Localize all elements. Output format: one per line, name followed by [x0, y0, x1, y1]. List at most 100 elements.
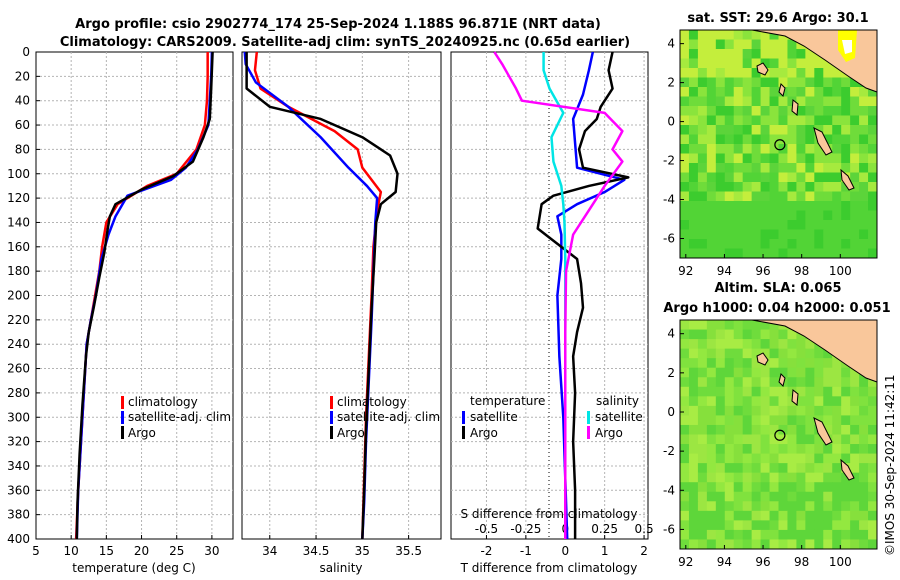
heatmap-cell: [796, 463, 806, 474]
heatmap-cell: [841, 529, 851, 540]
s-difference-label: S difference from climatology: [461, 507, 638, 521]
heatmap-cell: [850, 220, 860, 230]
heatmap-cell: [760, 125, 771, 135]
heatmap-cell: [814, 163, 824, 173]
heatmap-cell: [733, 339, 744, 350]
argo-position-marker: [774, 429, 786, 441]
heatmap-cell: [706, 106, 717, 116]
heatmap-cell: [688, 539, 699, 550]
heatmap-cell: [859, 520, 869, 531]
heatmap-cell: [760, 30, 771, 40]
heatmap-cell: [724, 68, 735, 78]
argo-position-marker: [774, 139, 786, 151]
heatmap-cell: [724, 405, 735, 416]
heatmap-cell: [724, 348, 735, 359]
heatmap-cell: [715, 96, 726, 107]
legend-t-argo: Argo: [470, 426, 498, 440]
heatmap-cell: [841, 482, 851, 493]
heatmap-cell: [751, 520, 762, 531]
heatmap-cell: [787, 77, 797, 88]
heatmap-cell: [769, 134, 779, 145]
heatmap-cell: [760, 463, 771, 474]
heatmap-cell: [688, 510, 699, 521]
heatmap-cell: [706, 405, 717, 416]
heatmap-cell: [796, 144, 806, 154]
heatmap-cell: [769, 453, 779, 464]
heatmap-cell: [787, 191, 797, 202]
heatmap-cell: [832, 377, 842, 388]
heatmap-cell: [760, 49, 771, 59]
heatmap-cell: [814, 172, 824, 183]
heatmap-cell: [814, 68, 824, 78]
heatmap-cell: [787, 348, 797, 359]
heatmap-cell: [715, 30, 726, 40]
heatmap-cell: [751, 58, 762, 69]
heatmap-cell: [680, 115, 690, 126]
heatmap-cell: [697, 87, 708, 97]
heatmap-cell: [760, 520, 771, 531]
heatmap-cell: [769, 115, 779, 126]
heatmap-cell: [751, 153, 762, 164]
heatmap-cell: [805, 49, 815, 59]
heatmap-cell: [769, 491, 779, 502]
salinity-grid: [242, 52, 441, 539]
heatmap-cell: [733, 367, 744, 378]
heatmap-cell: [868, 463, 878, 474]
depth-tick-label: 120: [7, 191, 30, 205]
heatmap-cell: [706, 510, 717, 521]
heatmap-cell: [742, 68, 753, 78]
heatmap-cell: [787, 58, 797, 69]
heatmap-cell: [715, 386, 726, 397]
depth-tick-label: 200: [7, 289, 30, 303]
legend-swatch-climatology: [330, 396, 333, 409]
heatmap-cell: [706, 358, 717, 369]
heatmap-cell: [706, 134, 717, 145]
heatmap-cell: [850, 201, 860, 211]
heatmap-cell: [805, 396, 815, 407]
heatmap-cell: [760, 191, 771, 202]
heatmap-cell: [796, 68, 806, 78]
heatmap-cell: [769, 125, 779, 135]
lat-tick-label: 0: [667, 405, 675, 419]
heatmap-cell: [832, 529, 842, 540]
heatmap-cell: [868, 529, 878, 540]
temperature-xlabel: temperature (deg C): [72, 561, 195, 575]
heatmap-cell: [769, 77, 779, 88]
heatmap-cell: [688, 144, 699, 154]
heatmap-cell: [715, 367, 726, 378]
heatmap-cell: [715, 491, 726, 502]
heatmap-cell: [868, 134, 878, 145]
heatmap-cell: [688, 405, 699, 416]
heatmap-cell: [787, 405, 797, 416]
heatmap-cell: [680, 529, 690, 540]
heatmap-cell: [778, 210, 788, 221]
heatmap-cell: [859, 144, 869, 154]
heatmap-cell: [742, 510, 753, 521]
heatmap-cell: [868, 191, 878, 202]
heatmap-cell: [688, 68, 699, 78]
heatmap-cell: [787, 144, 797, 154]
heatmap-cell: [769, 463, 779, 474]
heatmap-cell: [706, 482, 717, 493]
heatmap-cell: [742, 396, 753, 407]
heatmap-cell: [859, 201, 869, 211]
heatmap-cell: [841, 453, 851, 464]
heatmap-cell: [796, 358, 806, 369]
heatmap-cell: [859, 239, 869, 249]
heatmap-cell: [868, 424, 878, 435]
heatmap-cell: [823, 367, 833, 378]
x-tick-label: -1: [520, 544, 532, 558]
heatmap-cell: [680, 405, 690, 416]
heatmap-cell: [778, 444, 788, 455]
temperature-grid: [36, 52, 233, 539]
heatmap-cell: [724, 358, 735, 369]
heatmap-cell: [859, 220, 869, 230]
heatmap-cell: [859, 405, 869, 416]
heatmap-cell: [778, 529, 788, 540]
heatmap-cell: [697, 491, 708, 502]
heatmap-cell: [742, 329, 753, 340]
heatmap-cell: [688, 415, 699, 426]
heatmap-cell: [697, 482, 708, 493]
heatmap-cell: [680, 367, 690, 378]
heatmap-cell: [814, 106, 824, 116]
